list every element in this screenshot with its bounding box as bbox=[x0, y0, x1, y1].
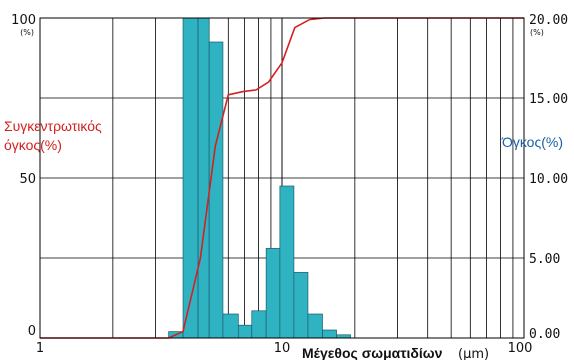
volume-bar-6 bbox=[237, 324, 253, 339]
right-axis-unit: (%) bbox=[530, 28, 544, 37]
x-axis-label: Μέγεθος σωματιδίων bbox=[302, 345, 443, 360]
plot-frame bbox=[39, 17, 525, 339]
cumulative-volume-line bbox=[40, 17, 524, 339]
left-axis-label-line1: Συγκεντρωτικός bbox=[4, 118, 102, 134]
volume-bar-3 bbox=[197, 17, 210, 339]
right-tick-label: 5.00 bbox=[529, 252, 560, 267]
volume-bar-9 bbox=[279, 185, 295, 339]
grid-lines bbox=[40, 18, 524, 338]
left-tick-label: 0 bbox=[28, 324, 36, 339]
left-axis-label-line2: όγκος(%) bbox=[4, 137, 62, 153]
volume-bar-12 bbox=[322, 329, 337, 339]
left-tick-label: 100 bbox=[11, 13, 36, 28]
volume-bar-10 bbox=[293, 272, 309, 339]
volume-bar-7 bbox=[251, 310, 267, 339]
x-axis-label-unit: (μm) bbox=[458, 347, 489, 360]
cumulative-line-group bbox=[40, 17, 524, 339]
right-tick-label: 20.00 bbox=[529, 13, 568, 28]
volume-bar-4 bbox=[208, 41, 224, 339]
volume-bar-5 bbox=[222, 313, 239, 339]
volume-bar-8 bbox=[265, 248, 281, 339]
volume-bar-2 bbox=[182, 17, 199, 339]
right-tick-label: 15.00 bbox=[529, 92, 568, 107]
left-tick-label: 50 bbox=[19, 172, 36, 187]
x-tick-label: 1 bbox=[36, 341, 44, 356]
right-axis-label: Όγκος(%) bbox=[501, 134, 563, 150]
volume-bar-11 bbox=[307, 313, 323, 339]
left-axis-unit: (%) bbox=[20, 28, 34, 37]
x-tick-label: 100 bbox=[508, 341, 533, 356]
right-tick-label: 0.00 bbox=[529, 327, 560, 342]
x-tick-label: 10 bbox=[274, 341, 291, 356]
volume-bars bbox=[168, 17, 351, 339]
right-tick-label: 10.00 bbox=[529, 172, 568, 187]
